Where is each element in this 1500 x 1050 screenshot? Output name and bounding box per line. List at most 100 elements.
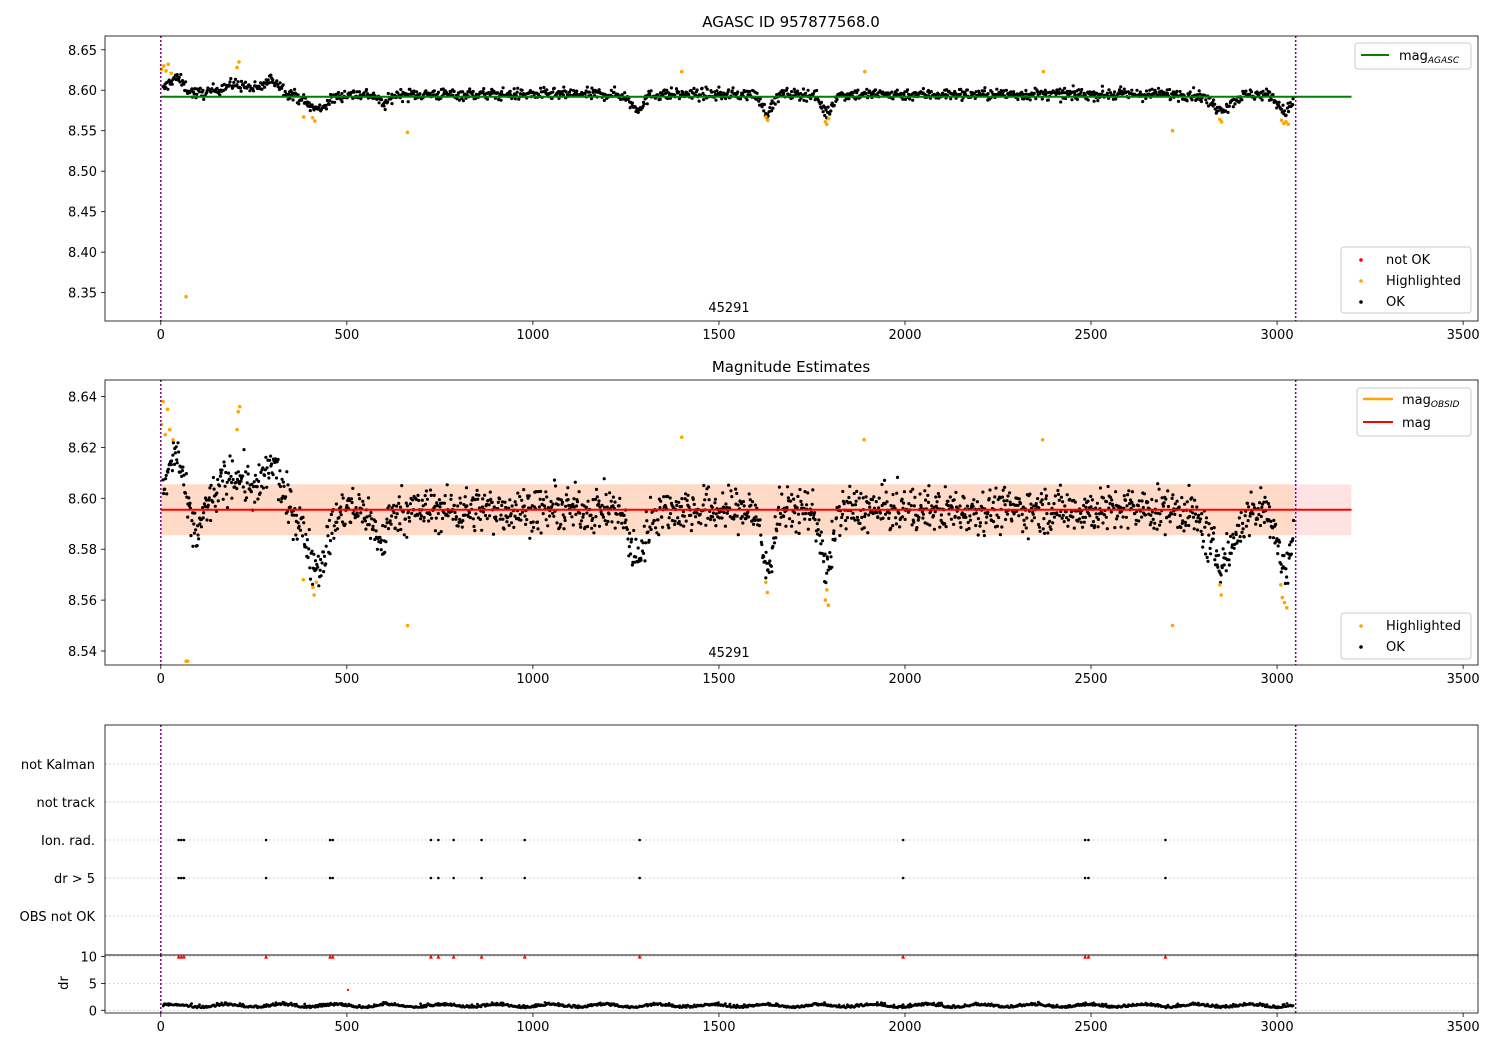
panel2-ok-point (230, 496, 234, 500)
panel2-ok-point (758, 518, 762, 522)
panel2-ok-point (975, 500, 980, 504)
panel2-ok-point (172, 462, 177, 466)
panel2-ok-point (960, 511, 964, 515)
panel2-ok-point (949, 517, 954, 521)
panel2-ok-point (1245, 501, 1250, 505)
panel2-ok-point (1251, 512, 1255, 516)
panel2-ok-point (1017, 497, 1021, 501)
panel1-ok-point (170, 82, 174, 86)
panel1-ok-point (452, 89, 456, 93)
panel2-ok-point (516, 491, 520, 495)
panel1-ok-point (333, 100, 337, 104)
panel1-ok-point (697, 99, 701, 103)
panel1-ok-point (1283, 109, 1287, 113)
category-not-kalman: not Kalman (21, 758, 95, 773)
panel2-ok-point (410, 511, 414, 515)
panel2-ok-point (819, 530, 823, 534)
legend-highlighted-marker (1359, 279, 1363, 283)
panel1-ok-point (424, 89, 428, 93)
panel2-ok-point (1185, 500, 1189, 504)
panel1-ok-point (642, 102, 646, 106)
dr-point (198, 1003, 201, 1007)
panel2-ok-point (1187, 483, 1191, 487)
panel2-ok-point (830, 519, 834, 523)
panel2-ok-point (1243, 514, 1247, 518)
panel2-ok-point (948, 495, 952, 499)
panel2-ok-point (334, 502, 338, 506)
panel1-ok-point (1024, 88, 1028, 93)
panel2-ok-point (267, 476, 271, 480)
panel2-ok-point (1077, 517, 1081, 521)
panel2-ok-point (972, 498, 976, 502)
panel2-ok-point (1127, 489, 1131, 493)
panel2-ok-point (536, 527, 540, 531)
panel1-ok-point (466, 90, 470, 94)
panel2-ok-point (483, 513, 488, 518)
panel2-ok-point (523, 514, 527, 518)
dr-clipped-marker (179, 954, 184, 959)
panel2-ok-point (815, 522, 819, 526)
panel2-ok-point (505, 520, 509, 524)
panel1-ok-point (908, 97, 912, 101)
panel2-ok-point (1158, 523, 1162, 527)
panel2-ok-point (190, 519, 194, 523)
panel2-ok-point (1042, 517, 1046, 521)
panel1-ok-point (665, 88, 669, 92)
panel2-ok-point (220, 468, 224, 472)
panel1-ok-point (179, 72, 183, 77)
panel2-ok-point (1088, 514, 1092, 518)
panel2-ok-point (1239, 539, 1243, 543)
flag-point (901, 876, 905, 880)
panel2-ok-point (164, 473, 168, 477)
panel2-ok-point (632, 528, 636, 533)
panel1-ok-point (1291, 103, 1295, 107)
panel2-ok-point (735, 514, 739, 518)
panel2-ok-point (355, 511, 359, 515)
dr-clipped-marker (264, 954, 269, 959)
panel1-ok-point (1130, 88, 1134, 92)
panel2-ok-point (500, 503, 504, 508)
panel1-ok-point (1024, 92, 1028, 96)
panel2-ok-point (546, 524, 550, 528)
panel2-ok-point (411, 498, 415, 502)
panel2-ok-point (1240, 530, 1244, 535)
panel2-ok-point (244, 470, 248, 474)
panel2-ok-point (1193, 498, 1197, 502)
panel1-ok-point (281, 83, 285, 87)
panel2-ok-point (256, 497, 260, 501)
panel2-ok-point (626, 537, 630, 541)
panel1-frame (104, 35, 1479, 322)
panel2-ok-point (643, 559, 647, 563)
panel1-highlighted-point (764, 115, 768, 119)
panel2-ok-point (467, 510, 471, 515)
panel2-ok-point (1024, 526, 1028, 530)
panel2-ok-point (422, 519, 426, 523)
panel2-ok-point (766, 568, 770, 572)
panel2-ok-point (284, 495, 288, 499)
dr-clipped-marker (637, 954, 642, 959)
panel2-ok-point (1291, 537, 1295, 541)
panel1-ok-point (1073, 93, 1077, 97)
panel2-ok-point (689, 513, 693, 517)
panel1-ok-point (1032, 91, 1036, 95)
flag-point (328, 876, 332, 880)
dr-point (1104, 1002, 1108, 1006)
panel2-ok-point (870, 498, 875, 502)
panel2-ok-point (856, 518, 860, 522)
panel2-ok-point (747, 515, 751, 519)
panel2-ok-point (170, 459, 174, 463)
panel2-ok-point (1113, 526, 1117, 530)
panel2-ytick-label: 8.54 (68, 645, 97, 660)
panel2-ok-point (785, 505, 789, 510)
panel2-ok-point (616, 520, 620, 524)
panel2-ok-point (469, 502, 473, 506)
panel2-ok-point (350, 500, 354, 505)
panel2-ok-point (668, 511, 673, 516)
panel2-highlighted-point (826, 603, 831, 608)
panel1-ok-point (1286, 110, 1291, 114)
panel2-ok-point (703, 498, 707, 502)
panel1-highlighted-point (313, 119, 317, 123)
panel2-ok-point (311, 582, 315, 587)
panel2-ok-point (883, 502, 887, 506)
panel1-ok-point (260, 87, 264, 91)
